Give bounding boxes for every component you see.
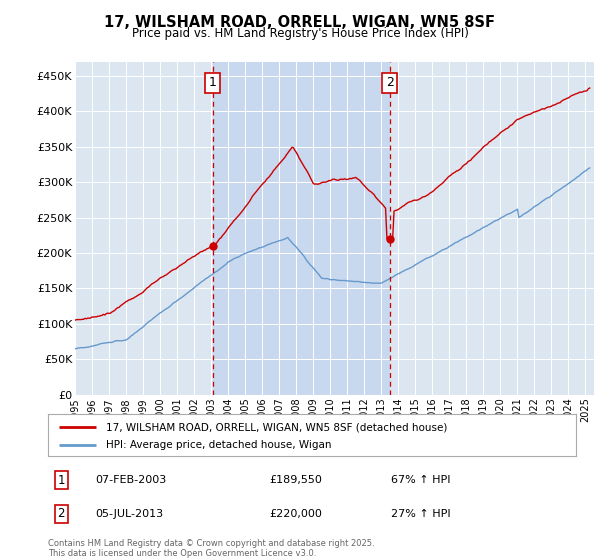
Text: 2: 2 bbox=[58, 507, 65, 520]
Text: 17, WILSHAM ROAD, ORRELL, WIGAN, WN5 8SF: 17, WILSHAM ROAD, ORRELL, WIGAN, WN5 8SF bbox=[104, 15, 496, 30]
Text: 27% ↑ HPI: 27% ↑ HPI bbox=[391, 509, 451, 519]
Text: £220,000: £220,000 bbox=[270, 509, 323, 519]
Text: 07-FEB-2003: 07-FEB-2003 bbox=[95, 475, 167, 485]
Text: 17, WILSHAM ROAD, ORRELL, WIGAN, WN5 8SF (detached house): 17, WILSHAM ROAD, ORRELL, WIGAN, WN5 8SF… bbox=[106, 422, 448, 432]
Text: HPI: Average price, detached house, Wigan: HPI: Average price, detached house, Wiga… bbox=[106, 440, 332, 450]
Text: 67% ↑ HPI: 67% ↑ HPI bbox=[391, 475, 451, 485]
Text: Price paid vs. HM Land Registry's House Price Index (HPI): Price paid vs. HM Land Registry's House … bbox=[131, 27, 469, 40]
Text: 2: 2 bbox=[386, 76, 394, 90]
Bar bbox=[213, 62, 390, 395]
Text: 05-JUL-2013: 05-JUL-2013 bbox=[95, 509, 164, 519]
Text: 1: 1 bbox=[209, 76, 217, 90]
Text: Contains HM Land Registry data © Crown copyright and database right 2025.
This d: Contains HM Land Registry data © Crown c… bbox=[48, 539, 374, 558]
Text: 1: 1 bbox=[58, 474, 65, 487]
Text: £189,550: £189,550 bbox=[270, 475, 323, 485]
